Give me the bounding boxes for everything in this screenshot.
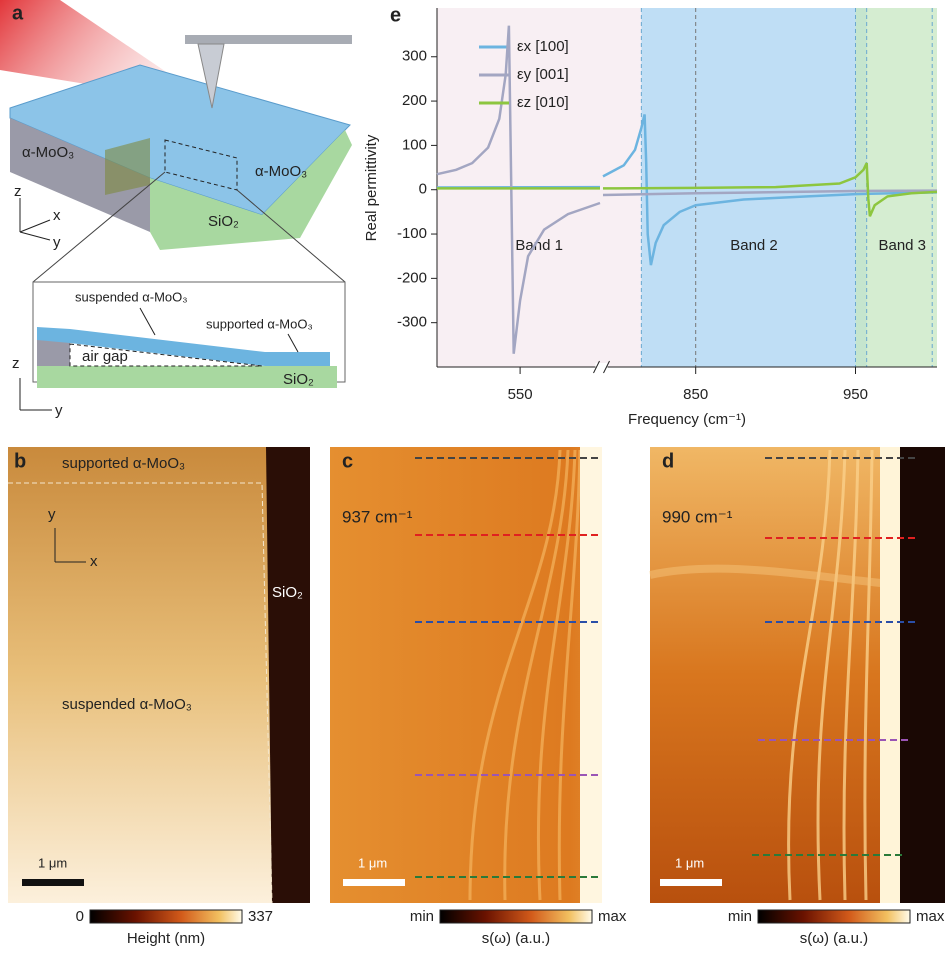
axis-label: y	[48, 506, 56, 523]
axis-label: z	[12, 355, 20, 372]
axis-label: y	[53, 234, 61, 251]
y-tick-label: -300	[397, 314, 427, 331]
panel-c: c 937 cm⁻¹ 1 μm min max s(ω) (a.u.)	[330, 447, 630, 947]
colorbar-label: s(ω) (a.u.)	[482, 930, 550, 947]
colorbar-min: min	[728, 908, 752, 925]
substrate-region	[266, 447, 310, 903]
edge-bright	[880, 447, 900, 903]
band-label: Band 3	[878, 237, 926, 254]
frequency-label: 990 cm⁻¹	[662, 507, 733, 526]
cantilever	[185, 35, 352, 44]
colorbar-label: Height (nm)	[127, 930, 205, 947]
x-axis-title: Frequency (cm⁻¹)	[628, 411, 746, 428]
panel-label: e	[390, 4, 401, 26]
axis-label: x	[90, 553, 98, 570]
region-label: supported α-MoO₃	[62, 455, 185, 472]
y-tick-label: -100	[397, 225, 427, 242]
scale-label: 1 μm	[675, 855, 704, 870]
layer-label: α-MoO₃	[22, 144, 74, 161]
colorbar	[758, 910, 910, 923]
colorbar	[440, 910, 592, 923]
scale-bar	[660, 879, 722, 886]
colorbar	[90, 910, 242, 923]
scale-bar	[343, 879, 405, 886]
axis-label: y	[55, 402, 63, 419]
y-axis-title: Real permittivity	[363, 134, 380, 241]
y-tick-label: 100	[402, 136, 427, 153]
panel-label: a	[12, 2, 24, 24]
axis-break-gap	[596, 363, 608, 371]
frequency-label: 937 cm⁻¹	[342, 507, 413, 526]
substrate-label: SiO₂	[208, 213, 239, 230]
x-tick-label: 550	[508, 386, 533, 403]
y-tick-label: 200	[402, 92, 427, 109]
inset-label: SiO₂	[283, 371, 314, 388]
panel-d: d 990 cm⁻¹ 1 μm min max s(ω) (a.u.)	[650, 447, 945, 947]
panel-label: c	[342, 450, 353, 472]
substrate-region	[900, 447, 945, 903]
scale-label: 1 μm	[38, 855, 67, 870]
panel-label: b	[14, 450, 26, 472]
inset-label: supported α-MoO₃	[206, 316, 313, 331]
substrate-region	[602, 447, 630, 903]
colorbar-max: 337	[248, 908, 273, 925]
legend-label: εz [010]	[517, 94, 569, 111]
panel-label: d	[662, 450, 674, 472]
colorbar-max: max	[598, 908, 627, 925]
legend-label: εx [100]	[517, 38, 569, 55]
region-label: suspended α-MoO₃	[62, 696, 192, 713]
colorbar-label: s(ω) (a.u.)	[800, 930, 868, 947]
panel-a: a α-MoO₃ α-MoO₃ SiO₂ z x y suspended α-M…	[0, 0, 352, 419]
y-tick-label: 300	[402, 48, 427, 65]
scale-bar	[22, 879, 84, 886]
axis-label: x	[53, 207, 61, 224]
axes	[20, 198, 50, 240]
edge-bright	[580, 447, 602, 903]
axis-label: z	[14, 183, 22, 200]
inset-label: air gap	[82, 348, 128, 365]
scale-label: 1 μm	[358, 855, 387, 870]
y-tick-label: 0	[419, 181, 427, 198]
region-label: SiO₂	[272, 584, 303, 601]
colorbar-min: 0	[76, 908, 84, 925]
y-tick-label: -200	[397, 269, 427, 286]
colorbar-max: max	[916, 908, 945, 925]
band-label: Band 2	[730, 237, 778, 254]
x-tick-label: 850	[683, 386, 708, 403]
x-tick-label: 950	[843, 386, 868, 403]
colorbar-min: min	[410, 908, 434, 925]
panel-e: e Real permittivity Frequency (cm⁻¹) Ban…	[363, 4, 937, 428]
inset-label: suspended α-MoO₃	[75, 289, 188, 304]
layer-label: α-MoO₃	[255, 163, 307, 180]
panel-b: b supported α-MoO₃ suspended α-MoO₃ SiO₂…	[8, 447, 310, 947]
legend-label: εy [001]	[517, 66, 569, 83]
figure: a α-MoO₃ α-MoO₃ SiO₂ z x y suspended α-M…	[0, 0, 952, 949]
